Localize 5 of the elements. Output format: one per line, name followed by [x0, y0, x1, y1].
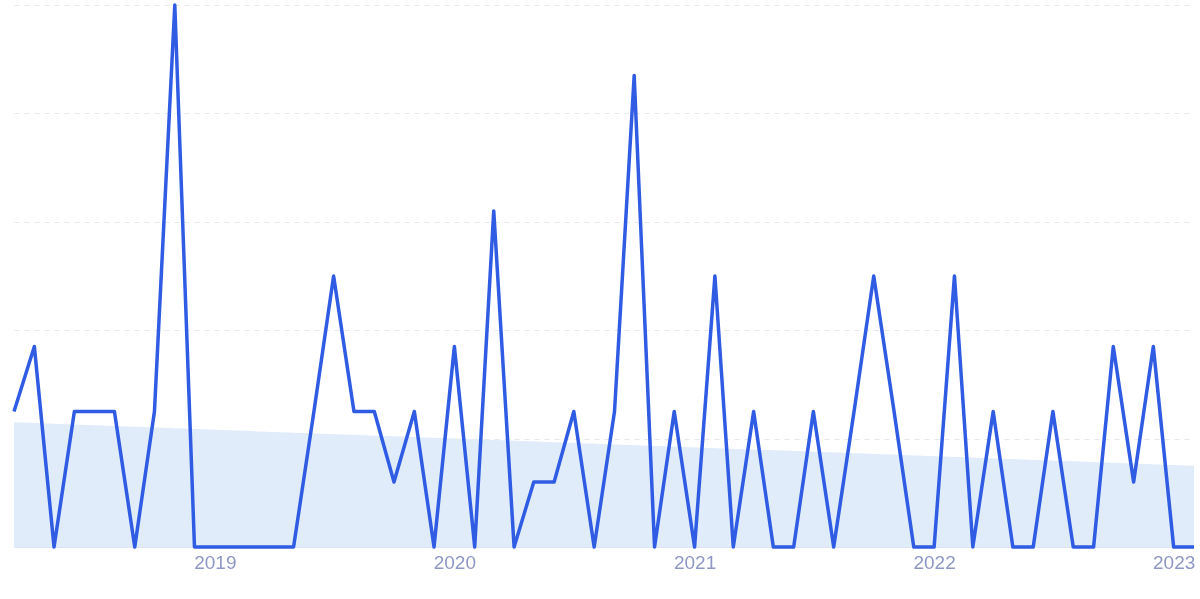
x-tick-label: 2021 [673, 551, 717, 573]
x-tick-label: 2020 [433, 551, 477, 573]
x-tick-label: 2023 [1153, 551, 1196, 573]
x-tick-label: 2022 [913, 551, 956, 573]
x-tick-label: 2019 [194, 551, 237, 573]
